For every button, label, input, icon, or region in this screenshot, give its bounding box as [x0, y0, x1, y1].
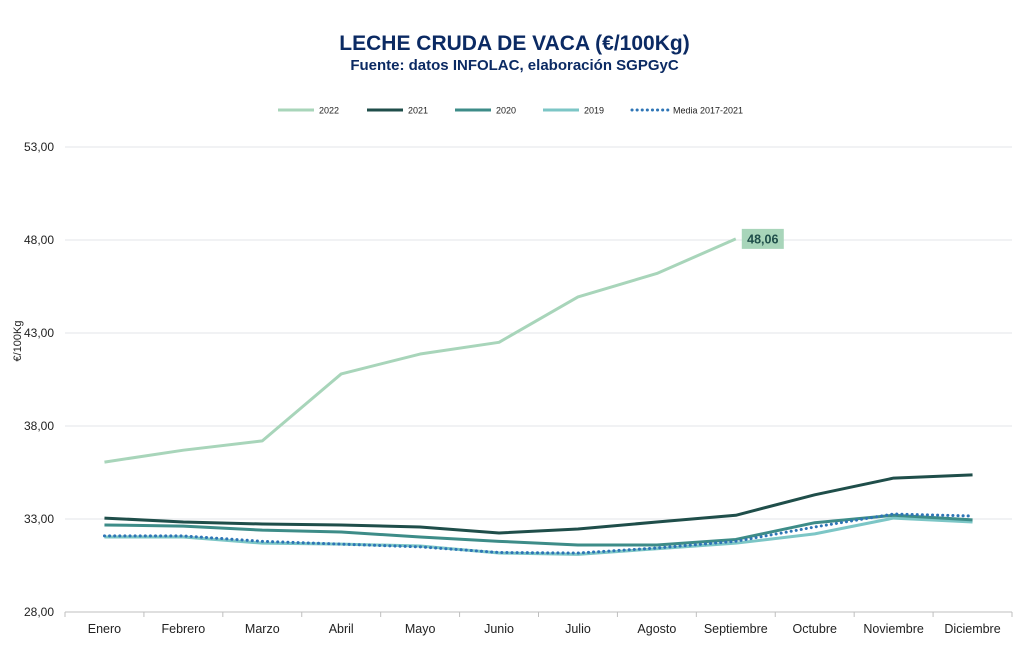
- x-tick-label: Octubre: [792, 622, 837, 636]
- y-tick-label: 33,00: [24, 512, 54, 526]
- legend-label: 2020: [496, 106, 516, 116]
- x-tick-label: Febrero: [161, 622, 205, 636]
- x-tick-label: Enero: [88, 622, 121, 636]
- x-tick-label: Agosto: [637, 622, 676, 636]
- y-tick-label: 43,00: [24, 326, 54, 340]
- series-line-2022: [104, 237, 737, 464]
- legend-label: 2019: [584, 106, 604, 116]
- x-tick-label: Julio: [565, 622, 591, 636]
- legend-label: 2022: [319, 106, 339, 116]
- x-tick-label: Noviembre: [863, 622, 923, 636]
- x-tick-label: Diciembre: [944, 622, 1000, 636]
- y-tick-label: 53,00: [24, 140, 54, 154]
- series-line-2021: [104, 473, 973, 535]
- x-tick-label: Marzo: [245, 622, 280, 636]
- series-line-2020: [104, 513, 973, 547]
- data-label: 48,06: [747, 232, 778, 246]
- chart-subtitle: Fuente: datos INFOLAC, elaboración SGPGy…: [350, 57, 679, 74]
- y-axis-label: €/100Kg: [12, 321, 24, 362]
- data-label-box: [741, 228, 784, 249]
- y-tick-label: 48,00: [24, 233, 54, 247]
- x-tick-label: Septiembre: [704, 622, 768, 636]
- series-line-media-2017-2021: [102, 512, 975, 555]
- legend-label: Media 2017-2021: [673, 106, 743, 116]
- x-tick-label: Junio: [484, 622, 514, 636]
- chart-title: LECHE CRUDA DE VACA (€/100Kg): [339, 32, 690, 55]
- y-tick-label: 38,00: [24, 419, 54, 433]
- y-tick-label: 28,00: [24, 605, 54, 619]
- x-tick-label: Mayo: [405, 622, 436, 636]
- x-tick-label: Abril: [329, 622, 354, 636]
- legend-label: 2021: [408, 106, 428, 116]
